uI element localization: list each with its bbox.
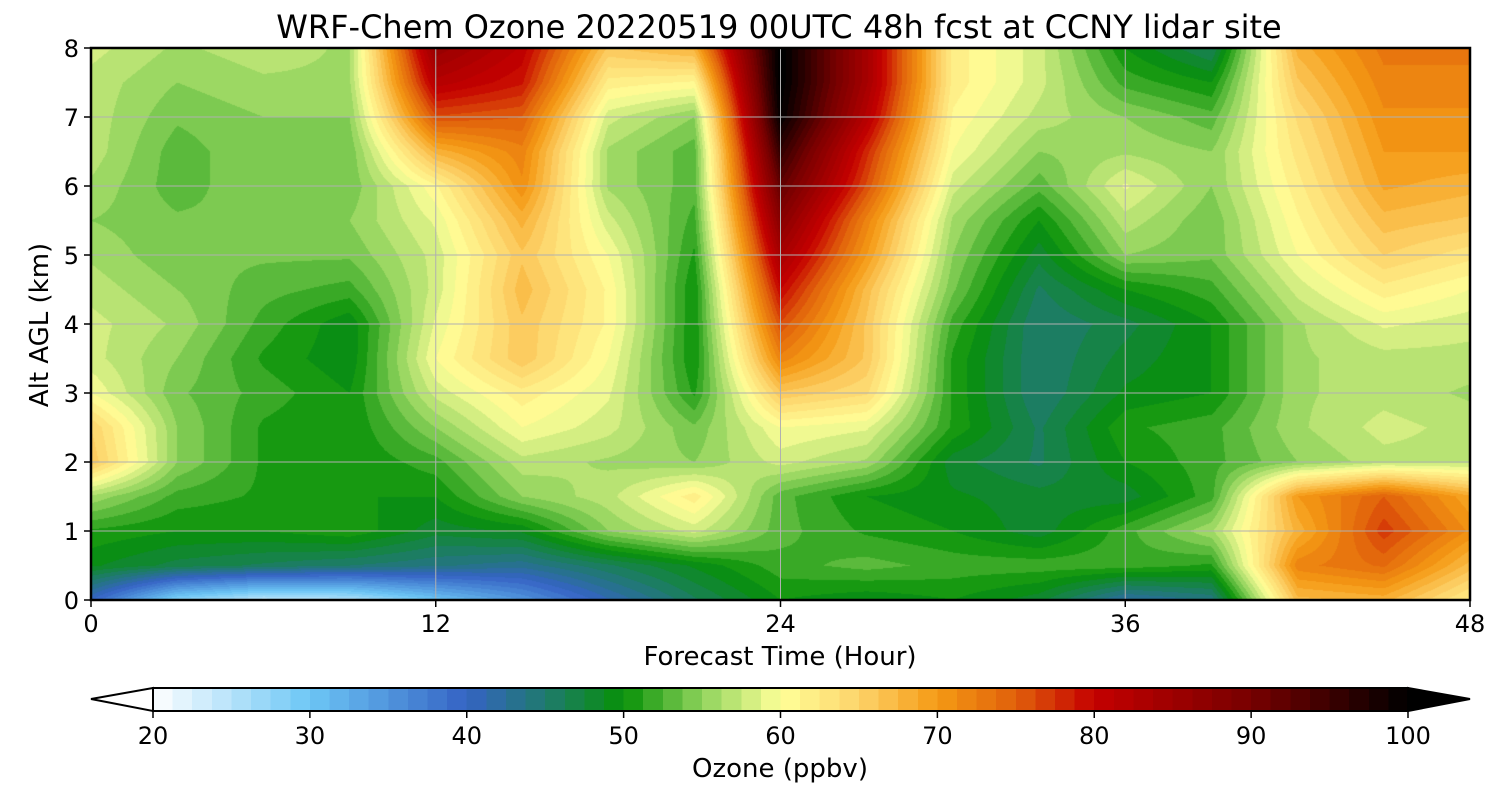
colorbar-tick-label: 30: [295, 722, 326, 750]
grid-lines: [91, 48, 1470, 600]
colorbar-tick-label: 50: [608, 722, 639, 750]
colorbar-tick-label: 90: [1236, 722, 1267, 750]
x-tick-label: 48: [1455, 610, 1486, 638]
y-axis-ticks: 0 1 2 3 4 5 6 7 8: [64, 35, 91, 615]
colorbar-label: Ozone (ppbv): [692, 754, 868, 784]
x-axis-ticks: 0 12 24 36 48: [83, 600, 1485, 638]
colorbar-tick-label: 70: [922, 722, 953, 750]
y-tick-label: 2: [64, 449, 79, 477]
y-tick-label: 5: [64, 242, 79, 270]
colorbar-extend-high: [1407, 686, 1471, 713]
colorbar-tick-label: 60: [765, 722, 796, 750]
colorbar-ticks: 20 30 40 50 60 70 80 90 100: [138, 711, 1431, 750]
colorbar-tick-label: 100: [1385, 722, 1431, 750]
y-tick-label: 1: [64, 518, 79, 546]
colorbar-tick-label: 40: [451, 722, 482, 750]
y-tick-label: 8: [64, 35, 79, 63]
y-tick-label: 4: [64, 311, 79, 339]
colorbar-tick-label: 80: [1079, 722, 1110, 750]
colorbar-extend-low: [90, 686, 154, 713]
y-tick-label: 0: [64, 587, 79, 615]
colorbar-gradient: [152, 687, 1409, 712]
y-tick-label: 6: [64, 173, 79, 201]
x-axis-label: Forecast Time (Hour): [643, 642, 916, 672]
y-tick-label: 7: [64, 104, 79, 132]
y-axis-label: Alt AGL (km): [25, 243, 55, 407]
x-tick-label: 24: [765, 610, 796, 638]
x-tick-label: 36: [1110, 610, 1141, 638]
colorbar: 20 30 40 50 60 70 80 90 100 Ozone (ppbv): [90, 686, 1471, 784]
x-tick-label: 12: [420, 610, 451, 638]
y-tick-label: 3: [64, 380, 79, 408]
x-tick-label: 0: [83, 610, 98, 638]
colorbar-tick-label: 20: [138, 722, 169, 750]
chart-title: WRF-Chem Ozone 20220519 00UTC 48h fcst a…: [276, 8, 1281, 46]
